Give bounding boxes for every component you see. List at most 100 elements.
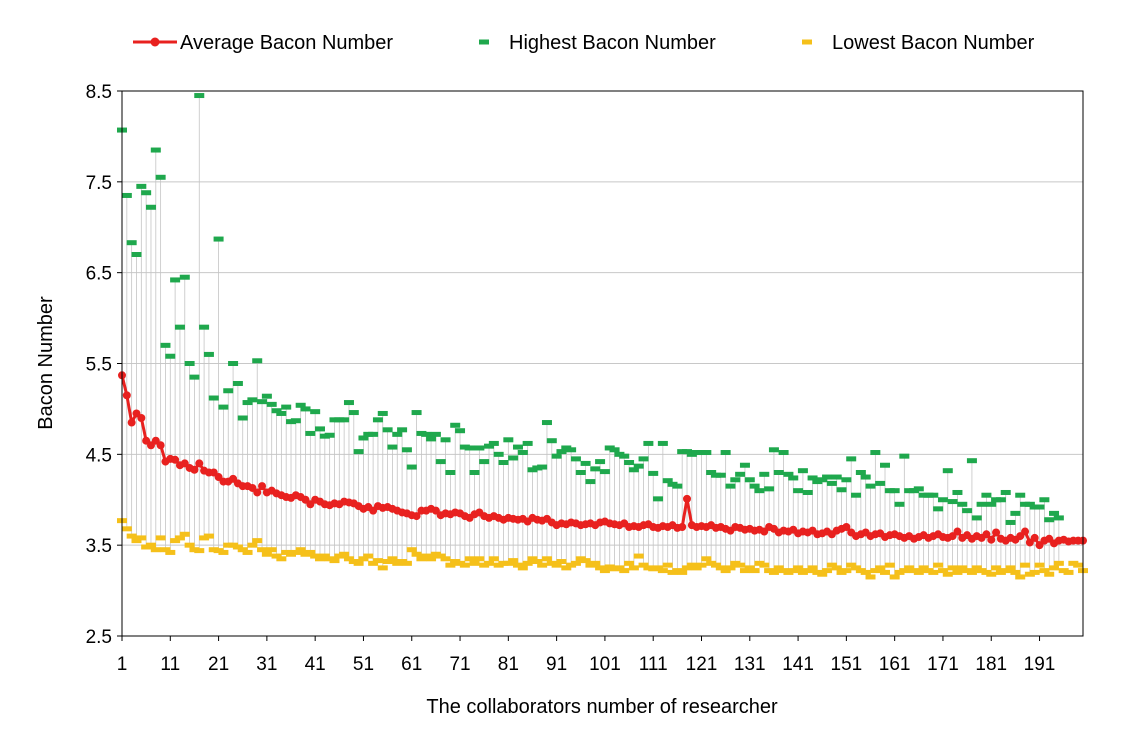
highest-marker — [744, 477, 755, 483]
highest-marker — [1024, 501, 1035, 507]
lowest-marker — [739, 568, 750, 574]
highest-marker — [1000, 489, 1011, 495]
highest-marker — [638, 456, 649, 462]
y-axis-title: Bacon Number — [35, 296, 57, 430]
highest-marker — [512, 444, 523, 450]
highest-marker — [870, 450, 881, 456]
lowest-marker — [826, 562, 837, 568]
highest-marker — [899, 453, 910, 459]
highest-marker — [121, 192, 132, 198]
lowest-marker — [527, 556, 538, 562]
y-tick-label: 4.5 — [86, 445, 112, 466]
lowest-marker — [401, 560, 412, 566]
lowest-marker — [353, 560, 364, 566]
highest-marker — [778, 450, 789, 456]
highest-marker — [566, 447, 577, 453]
highest-marker — [406, 464, 417, 470]
lowest-marker — [459, 562, 470, 568]
legend-label-highest: Highest Bacon Number — [509, 32, 716, 54]
x-axis-title: The collaborators number of researcher — [426, 696, 778, 718]
x-tick-label: 191 — [1024, 654, 1056, 675]
lowest-marker — [580, 558, 591, 564]
x-tick-label: 101 — [589, 654, 621, 675]
highest-marker — [768, 447, 779, 453]
lowest-marker — [701, 556, 712, 562]
average-point — [253, 488, 262, 497]
highest-marker — [179, 274, 190, 280]
lowest-marker — [870, 568, 881, 574]
highest-marker — [672, 483, 683, 489]
lowest-marker — [179, 531, 190, 537]
lowest-marker — [822, 568, 833, 574]
lowest-marker — [1063, 569, 1074, 575]
highest-marker — [358, 435, 369, 441]
highest-marker — [648, 470, 659, 476]
highest-marker — [174, 324, 185, 330]
legend-swatch-highest — [479, 39, 489, 45]
lowest-marker — [290, 549, 301, 555]
lowest-marker — [725, 565, 736, 571]
highest-marker — [261, 393, 272, 399]
lowest-marker — [899, 568, 910, 574]
average-point — [992, 528, 1001, 537]
lowest-marker — [1044, 571, 1055, 577]
highest-marker — [203, 351, 214, 357]
highest-marker — [184, 361, 195, 366]
highest-marker — [170, 277, 181, 283]
lowest-marker — [358, 556, 369, 562]
average-point — [412, 512, 421, 521]
lowest-marker — [484, 560, 495, 566]
highest-marker — [242, 400, 253, 406]
legend-item-lowest: Lowest Bacon Number — [802, 32, 1035, 54]
lowest-marker — [865, 574, 876, 580]
highest-marker — [619, 453, 630, 459]
highest-marker — [599, 469, 610, 475]
lowest-marker — [880, 569, 891, 575]
highest-marker — [735, 471, 746, 477]
lowest-marker — [991, 565, 1002, 571]
lowest-marker — [232, 544, 243, 550]
lowest-marker — [276, 556, 287, 562]
lowest-marker — [773, 565, 784, 571]
highest-marker — [947, 499, 958, 505]
x-tick-label: 91 — [546, 654, 567, 675]
highest-marker — [348, 410, 359, 416]
x-tick-label: 171 — [927, 654, 959, 675]
lowest-marker — [952, 569, 963, 575]
lowest-marker — [744, 565, 755, 571]
highest-marker — [141, 190, 152, 196]
lowest-marker — [310, 553, 321, 559]
highest-marker — [783, 471, 794, 477]
highest-marker — [715, 472, 726, 478]
lowest-marker — [788, 568, 799, 574]
x-tick-label: 111 — [639, 654, 668, 675]
lowest-marker — [1015, 574, 1026, 580]
highest-marker — [455, 428, 466, 434]
y-tick-label: 5.5 — [86, 355, 112, 376]
highest-marker — [846, 456, 857, 462]
average-point — [195, 459, 204, 468]
y-tick-label: 6.5 — [86, 264, 112, 285]
lowest-marker — [551, 562, 562, 568]
lowest-marker — [947, 565, 958, 571]
highest-marker — [430, 431, 441, 437]
highest-marker — [609, 447, 620, 453]
highest-marker — [213, 236, 224, 242]
lowest-marker — [247, 542, 258, 548]
x-tick-label: 21 — [208, 654, 229, 675]
legend-item-highest: Highest Bacon Number — [479, 32, 716, 54]
highest-marker — [150, 147, 161, 153]
x-tick-label: 141 — [782, 654, 814, 675]
highest-marker — [855, 470, 866, 475]
lowest-marker — [145, 542, 156, 548]
lowest-marker — [184, 542, 195, 548]
lowest-marker — [933, 562, 944, 568]
highest-marker — [314, 426, 325, 432]
lowest-marker — [599, 568, 610, 574]
highest-marker — [913, 486, 924, 492]
lowest-marker — [1000, 568, 1011, 574]
highest-marker — [435, 459, 446, 465]
lowest-marker — [305, 549, 316, 555]
highest-marker — [160, 342, 171, 348]
